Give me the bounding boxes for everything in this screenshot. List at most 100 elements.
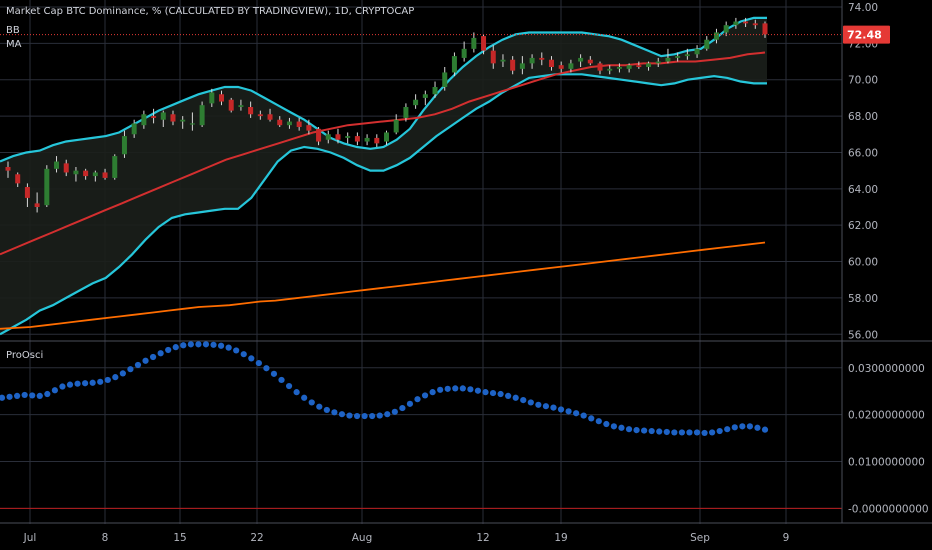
candle-body	[325, 134, 331, 140]
osc-point	[459, 385, 466, 392]
osc-point	[376, 412, 383, 419]
osc-point	[444, 385, 451, 392]
osc-point	[724, 426, 731, 433]
x-tick-label: Jul	[23, 532, 37, 544]
x-tick-label: 22	[250, 532, 263, 544]
osc-point	[255, 359, 262, 367]
candle-body	[529, 57, 535, 64]
candle-body	[752, 23, 758, 26]
osc-point	[51, 387, 58, 394]
candle-body	[316, 128, 322, 142]
candle-body	[451, 56, 457, 73]
axis-layer: 74.0072.0070.0068.0066.0064.0062.0060.00…	[23, 2, 929, 544]
osc-y-tick-label: -0.0000000000	[848, 503, 929, 515]
osc-point	[21, 391, 28, 399]
candle-body	[597, 63, 603, 71]
osc-point	[437, 386, 444, 393]
last-price-badge-bg	[843, 25, 890, 44]
osc-point	[754, 424, 761, 431]
osc-point	[580, 412, 587, 419]
candle-body	[189, 123, 195, 125]
candle-body	[24, 187, 30, 198]
indicator-ma-label[interactable]: MA	[6, 39, 22, 50]
candle-body	[131, 123, 137, 135]
osc-point	[36, 392, 43, 399]
osc-point	[44, 390, 51, 398]
x-tick-label: 15	[173, 532, 186, 544]
candle-body	[733, 21, 739, 26]
osc-point	[127, 366, 134, 373]
osc-point	[225, 344, 232, 351]
candle-body	[306, 125, 312, 131]
candle-body	[44, 168, 50, 206]
y-tick-label: 60.00	[848, 257, 878, 269]
osc-point	[452, 385, 459, 392]
indicator-bb-label[interactable]: BB	[6, 25, 20, 36]
osc-point	[482, 389, 489, 396]
osc-point	[505, 392, 512, 399]
osc-point	[217, 342, 225, 349]
candle-body	[296, 121, 302, 127]
x-tick-label: 9	[783, 532, 790, 544]
osc-point	[180, 342, 187, 349]
candle-body	[461, 48, 467, 58]
osc-point	[142, 357, 149, 364]
candle-body	[83, 170, 89, 177]
osc-point	[104, 376, 111, 384]
candle-body	[92, 172, 98, 177]
oscillator-label[interactable]: ProOsci	[6, 350, 44, 361]
y-tick-label: 58.00	[848, 293, 878, 305]
osc-point	[739, 423, 746, 430]
candle-body	[151, 116, 157, 118]
candle-body	[568, 63, 574, 69]
osc-point	[512, 394, 519, 401]
candle-body	[209, 92, 215, 104]
osc-y-tick-label: 0.0200000000	[848, 410, 925, 422]
candle-body	[626, 65, 632, 69]
osc-point	[263, 365, 270, 372]
osc-y-tick-label: 0.0300000000	[848, 363, 925, 375]
osc-point	[353, 412, 361, 420]
osc-point	[746, 423, 753, 430]
osc-point	[323, 406, 330, 414]
osc-point	[414, 396, 421, 403]
x-tick-label: 12	[476, 532, 489, 544]
candle-body	[636, 65, 642, 67]
candle-body	[73, 170, 79, 175]
osc-point	[210, 341, 217, 348]
osc-point	[557, 406, 565, 413]
osc-point	[0, 394, 6, 401]
osc-point	[369, 412, 376, 420]
osc-point	[97, 378, 104, 385]
candle-body	[675, 56, 681, 58]
osc-point	[656, 428, 663, 435]
candle-body	[500, 59, 506, 62]
osc-point	[14, 392, 21, 399]
candle-body	[510, 59, 516, 71]
candle-body	[384, 132, 389, 142]
candle-body	[607, 68, 613, 71]
osc-point	[134, 361, 142, 369]
osc-point	[285, 382, 293, 390]
candle-body	[704, 39, 710, 49]
candle-body	[762, 23, 768, 35]
osc-point	[331, 409, 338, 416]
candle-body	[364, 137, 370, 142]
osc-point	[248, 355, 255, 362]
candle-body	[413, 99, 419, 106]
osc-point	[293, 389, 300, 396]
osc-point	[663, 428, 670, 436]
osc-point	[678, 429, 686, 436]
candle-body	[257, 114, 263, 117]
x-tick-label: Sep	[690, 532, 710, 544]
osc-point	[399, 404, 406, 412]
candle-body	[180, 119, 186, 122]
osc-point	[74, 380, 81, 387]
candle-body	[743, 21, 749, 24]
bb-upper-line	[0, 16, 767, 163]
osc-point	[338, 411, 346, 418]
candle-body	[354, 136, 360, 142]
candle-body	[228, 99, 234, 111]
candle-body	[616, 67, 622, 69]
